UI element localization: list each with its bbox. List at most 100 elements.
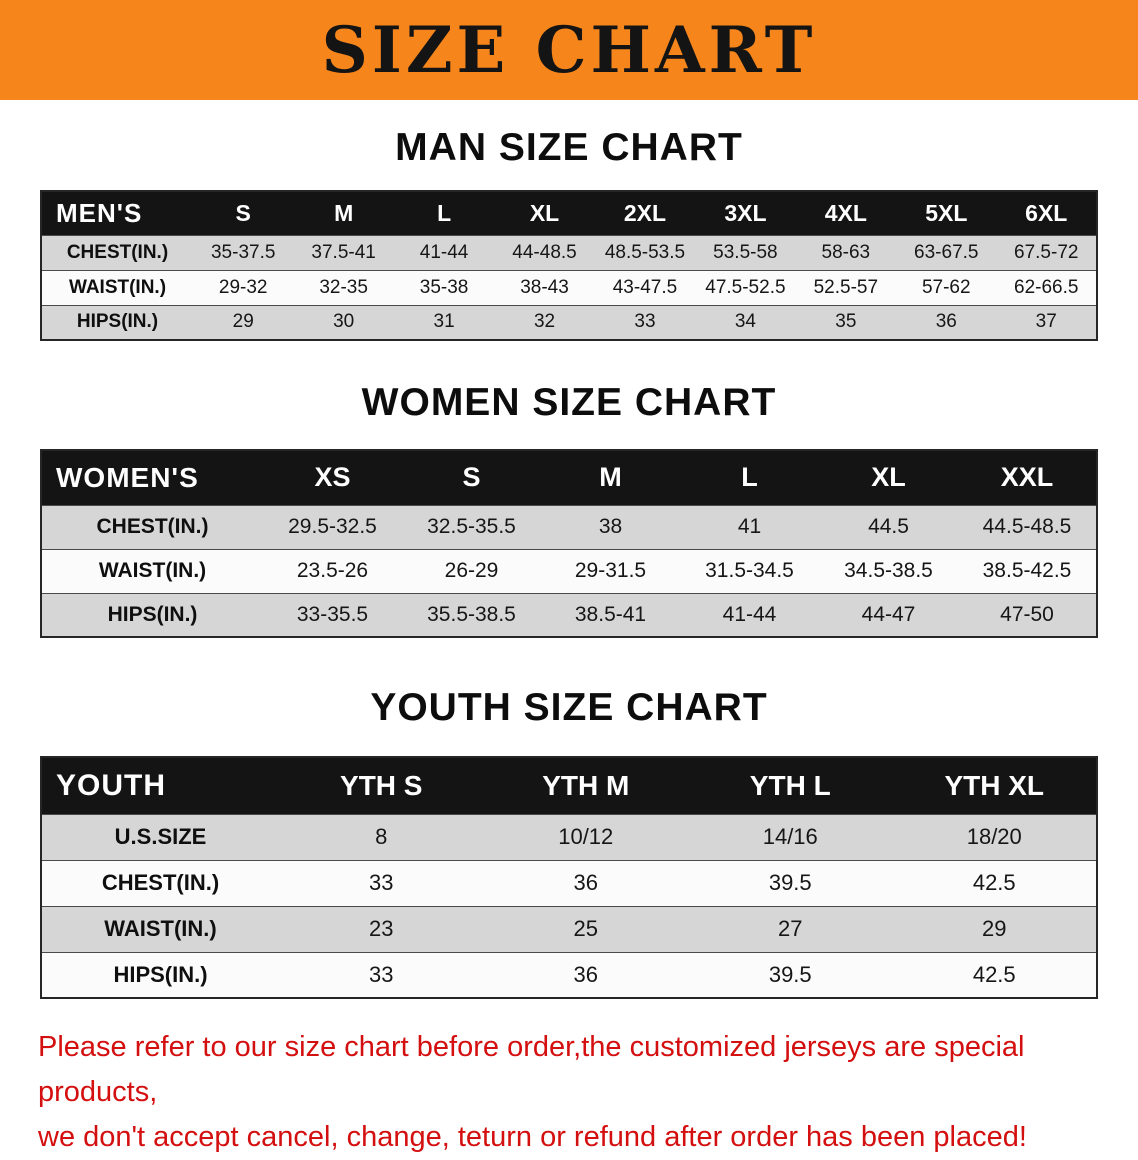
value-cell: 38-43 — [520, 276, 569, 298]
size-header-cell: YTH S — [279, 757, 484, 814]
disclaimer-line-2: we don't accept cancel, change, teturn o… — [38, 1120, 1027, 1153]
size-header-cell: YTH M — [483, 757, 688, 814]
row-label: HIPS(IN.) — [113, 961, 208, 987]
table-title-cell: MEN'S — [41, 191, 193, 235]
section-women: WOMEN SIZE CHART WOMEN'S XS S M L XL XXL CHEST(… — [0, 381, 1138, 638]
row-label: HIPS(IN.) — [107, 602, 198, 626]
value-cell: 33 — [369, 870, 394, 895]
value-cell: 39.5 — [768, 870, 812, 895]
value-cell: 43-47.5 — [612, 276, 678, 298]
value-cell: 35-38 — [419, 276, 469, 298]
value-cell: 32-35 — [319, 276, 368, 298]
value-cell: 29 — [232, 311, 254, 333]
table-row: HIPS(IN.) 29 30 31 32 33 34 35 36 37 — [41, 305, 1097, 340]
section-men: MAN SIZE CHART MEN'S S M L XL 2XL 3XL 4XL 5XL 6XL… — [0, 126, 1138, 341]
value-cell: 41-44 — [419, 241, 469, 263]
header-row: YOUTH YTH S YTH M YTH L YTH XL — [41, 757, 1097, 814]
table-row: U.S.SIZE 8 10/12 14/16 18/20 — [41, 814, 1097, 860]
value-cell: 35 — [835, 311, 857, 333]
size-header-cell: XL — [819, 450, 958, 505]
value-cell: 44-48.5 — [512, 241, 577, 263]
value-cell: 53.5-58 — [713, 241, 778, 263]
men-section-heading: MAN SIZE CHART — [395, 126, 743, 169]
size-header-cell: L — [393, 191, 495, 235]
size-header-cell: S — [193, 191, 294, 235]
value-cell: 14/16 — [762, 824, 818, 849]
men-size-table: MEN'S S M L XL 2XL 3XL 4XL 5XL 6XL CHEST(IN.) 35-37… — [40, 190, 1098, 341]
size-header-cell: XXL — [958, 450, 1097, 505]
value-cell: 36 — [935, 311, 957, 333]
value-cell: 37.5-41 — [311, 241, 376, 263]
table-title-cell: WOMEN'S — [41, 450, 263, 505]
table-row: WAIST(IN.) 29-32 32-35 35-38 38-43 43-47.5 47.… — [41, 270, 1097, 305]
header-row: MEN'S S M L XL 2XL 3XL 4XL 5XL 6XL — [41, 191, 1097, 235]
value-cell: 39.5 — [768, 961, 812, 987]
value-cell: 31 — [433, 311, 455, 333]
value-cell: 38 — [598, 515, 623, 538]
size-header-cell: YTH XL — [892, 757, 1097, 814]
size-header-cell: L — [680, 450, 819, 505]
value-cell: 62-66.5 — [1014, 276, 1079, 298]
disclaimer-line-1: Please refer to our size chart before or… — [38, 1031, 1025, 1108]
size-header-cell: YTH L — [688, 757, 893, 814]
size-header-cell: 6XL — [996, 191, 1097, 235]
value-cell: 52.5-57 — [813, 276, 879, 298]
value-cell: 8 — [375, 824, 388, 849]
row-label: CHEST(IN.) — [96, 515, 209, 538]
section-youth: YOUTH SIZE CHART YOUTH YTH S YTH M YTH L YTH… — [0, 686, 1138, 999]
table-row: WAIST(IN.) 23 25 27 29 — [41, 906, 1097, 952]
value-cell: 30 — [333, 311, 355, 333]
value-cell: 32.5-35.5 — [427, 515, 516, 538]
size-header-cell: XL — [494, 191, 595, 235]
value-cell: 42.5 — [972, 870, 1016, 895]
size-header-cell: 3XL — [695, 191, 796, 235]
value-cell: 41-44 — [722, 602, 777, 626]
value-cell: 34 — [734, 311, 756, 333]
value-cell: 47.5-52.5 — [705, 276, 786, 298]
size-header-cell: 4XL — [795, 191, 897, 235]
value-cell: 33-35.5 — [296, 602, 369, 626]
value-cell: 38.5-42.5 — [982, 559, 1072, 582]
value-cell: 37 — [1035, 311, 1057, 333]
value-cell: 31.5-34.5 — [705, 559, 794, 582]
size-header-cell: M — [293, 191, 394, 235]
value-cell: 44.5-48.5 — [982, 515, 1072, 538]
value-cell: 67.5-72 — [1014, 241, 1079, 263]
disclaimer: Please refer to our size chart before or… — [0, 1025, 1138, 1160]
youth-size-table: YOUTH YTH S YTH M YTH L YTH XL U.S.SIZE 8 10/12… — [40, 756, 1098, 999]
size-header-cell: M — [541, 450, 680, 505]
value-cell: 29-31.5 — [574, 559, 647, 582]
value-cell: 35-37.5 — [210, 241, 276, 263]
value-cell: 58-63 — [821, 241, 871, 263]
page-title: SIZE CHART — [321, 12, 817, 88]
value-cell: 57-62 — [921, 276, 971, 298]
table-row: HIPS(IN.) 33 36 39.5 42.5 — [41, 952, 1097, 998]
value-cell: 48.5-53.5 — [604, 241, 686, 263]
value-cell: 63-67.5 — [914, 241, 979, 263]
value-cell: 35.5-38.5 — [427, 602, 516, 626]
row-label: WAIST(IN.) — [104, 916, 217, 941]
value-cell: 33 — [634, 311, 656, 333]
row-label: WAIST(IN.) — [98, 559, 207, 582]
value-cell: 42.5 — [972, 961, 1016, 987]
women-section-heading: WOMEN SIZE CHART — [361, 381, 777, 424]
table-row: CHEST(IN.) 33 36 39.5 42.5 — [41, 860, 1097, 906]
value-cell: 23 — [369, 916, 394, 941]
value-cell: 23.5-26 — [296, 559, 369, 582]
value-cell: 34.5-38.5 — [844, 559, 933, 582]
value-cell: 29 — [982, 916, 1007, 941]
value-cell: 44.5 — [868, 515, 909, 538]
value-cell: 25 — [573, 916, 598, 941]
table-row: CHEST(IN.) 29.5-32.5 32.5-35.5 38 41 44.5 44.5… — [41, 505, 1097, 549]
size-header-cell: 5XL — [896, 191, 997, 235]
value-cell: 18/20 — [966, 824, 1022, 849]
value-cell: 10/12 — [558, 824, 614, 849]
size-header-cell: 2XL — [594, 191, 696, 235]
size-header-cell: XS — [263, 450, 402, 505]
value-cell: 29.5-32.5 — [288, 515, 377, 538]
row-label: U.S.SIZE — [114, 824, 207, 849]
row-label: CHEST(IN.) — [66, 241, 169, 263]
value-cell: 38.5-41 — [574, 602, 647, 626]
value-cell: 44-47 — [861, 602, 916, 626]
value-cell: 33 — [369, 961, 394, 987]
